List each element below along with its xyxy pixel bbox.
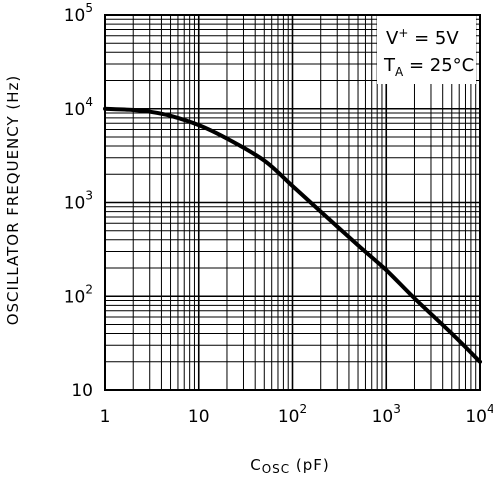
y-tick-label: 104 <box>64 95 93 120</box>
y-tick-label: 102 <box>64 282 93 307</box>
y-axis-label: OSCILLATOR FREQUENCY (Hz) <box>4 75 22 326</box>
plot-frame <box>104 14 481 391</box>
x-axis-label: COSC (pF) <box>250 456 330 476</box>
y-tick-labels: 10 102 103 104 105 <box>64 1 93 401</box>
x-tick-label: 10 <box>188 407 210 427</box>
conditions-box <box>377 14 476 84</box>
ambient-temperature-label: TA = 25°C <box>383 55 474 79</box>
x-tick-labels: 1 10 102 103 104 <box>100 402 493 427</box>
x-tick-label: 102 <box>278 402 307 427</box>
y-tick-label: 105 <box>64 1 93 26</box>
supply-voltage-label: V+ = 5V <box>386 26 459 49</box>
frequency-curve <box>103 106 482 364</box>
conditions-legend: V+ = 5V TA = 25°C <box>383 26 474 79</box>
y-tick-label: 10 <box>71 381 93 401</box>
x-tick-label: 104 <box>465 402 493 427</box>
x-tick-label: 1 <box>100 407 111 427</box>
y-tick-label: 103 <box>64 189 93 214</box>
series-layer <box>103 106 482 364</box>
x-tick-label: 103 <box>372 402 401 427</box>
